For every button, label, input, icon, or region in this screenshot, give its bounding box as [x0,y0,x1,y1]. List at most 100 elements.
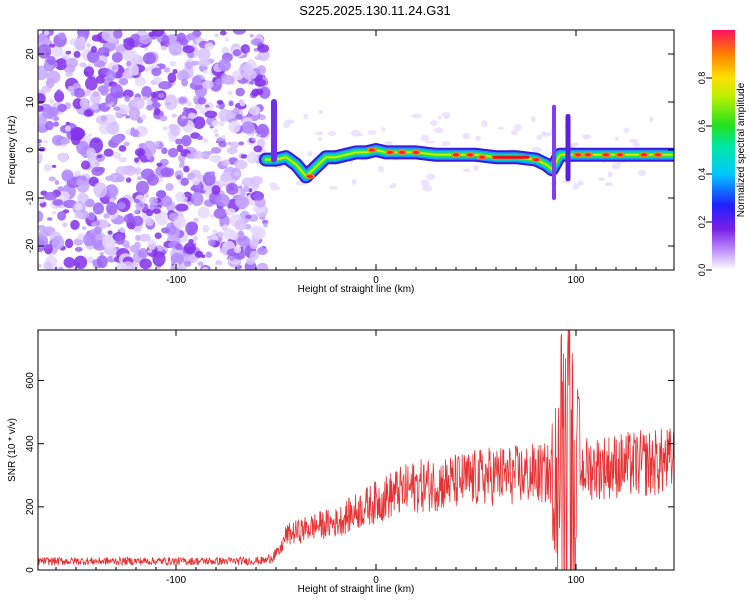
noise-blob [180,135,192,147]
faint-blob [514,124,522,132]
noise-blob [150,91,157,99]
noise-blob [93,60,106,68]
noise-blob [227,90,233,96]
noise-blob [43,191,58,201]
snr-ylabel: SNR (10 * v/v) [7,418,18,482]
noise-blob [144,67,151,72]
noise-blob [128,107,141,121]
noise-blob [226,147,238,155]
noise-blob [163,67,171,73]
noise-blob [130,129,140,137]
noise-blob [176,144,184,153]
hot-spot [617,153,623,157]
noise-blob [111,134,124,144]
noise-blob [151,67,162,77]
faint-blob [269,182,278,188]
noise-blob [233,245,242,254]
noise-blob [135,180,150,195]
noise-blob [124,243,130,249]
noise-blob [79,97,89,109]
noise-blob [38,146,46,152]
noise-blob [181,78,189,87]
noise-blob [217,58,231,72]
noise-blob [206,235,212,240]
noise-blob [97,84,111,93]
noise-blob [117,202,126,210]
noise-blob [110,101,115,106]
faint-blob [444,140,451,146]
noise-blob [135,234,141,241]
noise-blob [123,141,130,147]
noise-blob [43,163,52,172]
noise-blob [256,133,261,137]
noise-blob [134,241,141,250]
noise-blob [237,230,245,238]
noise-blob [124,95,131,102]
noise-blob [86,147,96,159]
noise-blob [108,197,116,203]
noise-blob [146,249,153,254]
noise-blob [54,180,60,186]
noise-blob [172,68,178,75]
noise-blob [51,210,57,215]
noise-blob [90,160,101,168]
noise-blob [242,69,257,80]
noise-blob [162,126,168,131]
noise-blob [97,46,110,57]
snr-xlabel: Height of straight line (km) [298,584,415,595]
noise-blob [60,137,71,145]
noise-blob [245,214,252,219]
faint-blob [367,130,377,135]
noise-blob [125,177,132,183]
noise-blob [178,97,187,104]
noise-blob [87,211,96,221]
faint-blob [581,134,592,140]
noise-blob [249,239,259,250]
noise-blob [79,62,87,68]
noise-blob [77,192,89,203]
noise-blob [85,76,98,91]
faint-blob [420,179,430,187]
noise-blob [145,218,154,227]
hot-spot [641,153,647,157]
noise-blob [154,232,162,239]
noise-blob [203,69,208,75]
noise-blob [123,37,135,51]
noise-blob [131,96,145,110]
faint-blob [283,122,291,129]
spectrogram-xlabel: Height of straight line (km) [298,284,415,295]
noise-blob [160,45,168,51]
hot-spot [533,158,539,162]
noise-blob [210,146,222,154]
noise-blob [225,208,236,216]
noise-blob [91,34,102,42]
spectrogram-ytick-label: 10 [25,96,36,108]
noise-blob [201,80,214,89]
noise-blob [76,178,85,187]
noise-blob [194,104,203,110]
noise-blob [194,250,204,258]
noise-blob [140,113,147,121]
noise-blob [38,234,49,249]
noise-blob [184,260,192,267]
noise-blob [56,89,62,93]
noise-blob [151,30,165,37]
noise-blob [180,177,190,186]
noise-blob [179,160,185,166]
faint-blob [541,131,546,138]
noise-blob [45,78,55,89]
noise-blob [97,219,109,229]
snr-marks [38,330,674,570]
hot-spot [585,153,591,157]
noise-blob [44,30,50,36]
faint-blob [430,120,438,126]
snr-ytick-label: 600 [25,372,36,389]
noise-blob [169,60,177,67]
noise-blob [175,138,183,145]
faint-blob [577,180,584,186]
noise-blob [133,198,140,203]
noise-blob [159,115,168,122]
faint-blob [422,184,433,192]
